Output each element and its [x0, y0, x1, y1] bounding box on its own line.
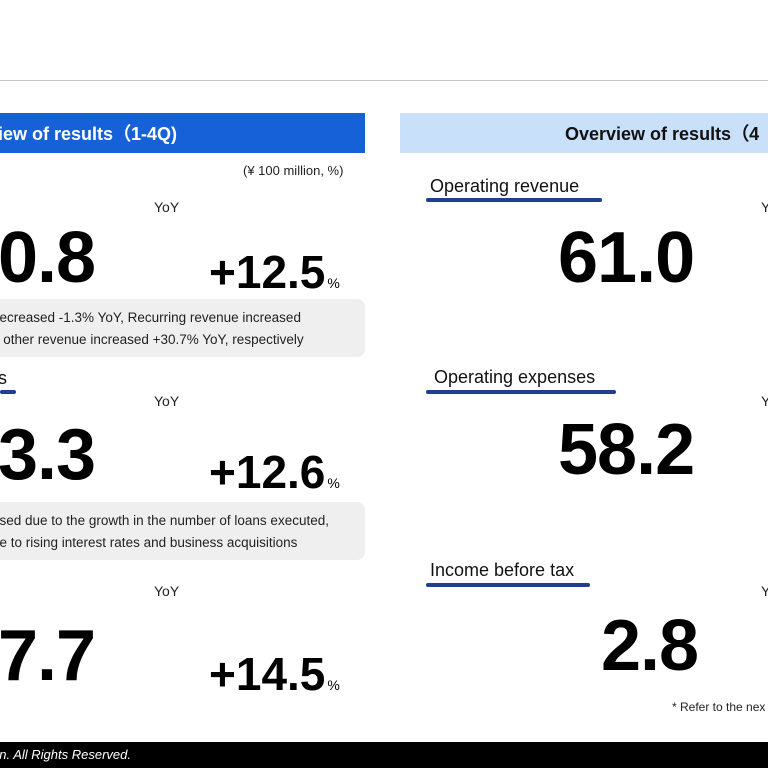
yoy-change-value: +12.5: [209, 246, 326, 298]
yoy-label-fragment: Y: [761, 199, 768, 215]
label-underline: [426, 198, 602, 202]
percent-sign: %: [327, 677, 340, 693]
right-income-label: Income before tax: [430, 560, 575, 580]
copyright-footer: on. All Rights Reserved.: [0, 742, 768, 768]
label-underline: [426, 583, 590, 587]
unit-note: (¥ 100 million, %): [243, 163, 344, 178]
right-expenses-label: Operating expenses: [434, 367, 596, 387]
yoy-label: YoY: [154, 583, 180, 599]
right-section-header: Overview of results（4: [400, 113, 768, 153]
yoy-change-value: +12.6: [209, 446, 326, 498]
left-header-text: view of results（1-4Q): [0, 124, 178, 144]
footnote: * Refer to the nex: [672, 700, 766, 714]
right-revenue-value: 61.0: [558, 218, 695, 298]
expenses-note-box: ased due to the growth in the number of …: [0, 502, 365, 560]
note-line: decreased -1.3% YoY, Recurring revenue i…: [0, 310, 301, 325]
yoy-label: YoY: [154, 199, 180, 215]
yoy-label-fragment: Y: [761, 583, 768, 599]
note-line: ue to rising interest rates and business…: [0, 535, 298, 550]
revenue-note-box: decreased -1.3% YoY, Recurring revenue i…: [0, 299, 365, 357]
top-divider: [0, 80, 768, 81]
copyright-text: on. All Rights Reserved.: [0, 747, 131, 762]
percent-sign: %: [327, 275, 340, 291]
yoy-label-fragment: Y: [761, 393, 768, 409]
left-expenses-label: s: [0, 368, 7, 388]
right-expenses-value: 58.2: [558, 410, 695, 490]
right-header-text: Overview of results（4: [565, 124, 760, 144]
left-section-header: view of results（1-4Q): [0, 113, 365, 153]
note-line: d other revenue increased +30.7% YoY, re…: [0, 332, 304, 347]
left-income-yoy-change: +14.5%: [209, 651, 340, 697]
label-underline: [426, 390, 616, 394]
yoy-change-value: +14.5: [209, 648, 326, 700]
left-revenue-yoy-change: +12.5%: [209, 249, 340, 295]
left-expenses-yoy-change: +12.6%: [209, 449, 340, 495]
note-line: ased due to the growth in the number of …: [0, 513, 329, 528]
left-income-value: 7.7: [0, 616, 96, 696]
label-underline: [0, 390, 16, 394]
left-revenue-value: 0.8: [0, 218, 96, 298]
yoy-label: YoY: [154, 393, 180, 409]
right-revenue-label: Operating revenue: [430, 176, 580, 196]
percent-sign: %: [327, 475, 340, 491]
right-income-value: 2.8: [601, 606, 699, 686]
left-expenses-value: 3.3: [0, 415, 96, 495]
